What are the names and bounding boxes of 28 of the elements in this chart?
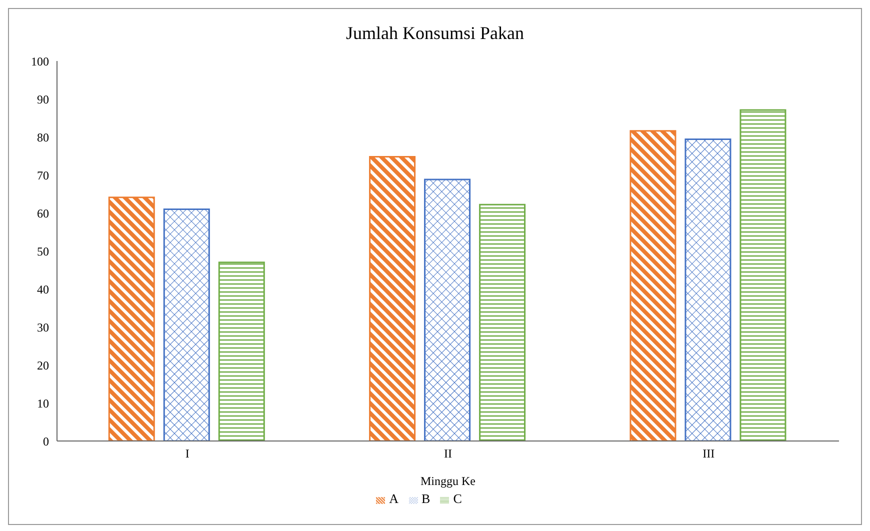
y-tick-label: 10: [37, 396, 49, 410]
bar: [369, 156, 416, 441]
y-tick-label: 20: [37, 358, 49, 372]
legend-label: A: [389, 491, 399, 506]
bar: [479, 204, 526, 441]
y-tick-label: 40: [37, 282, 49, 296]
bar: [424, 178, 471, 441]
y-tick-label: 90: [37, 92, 49, 106]
x-tick-label: I: [185, 446, 190, 461]
y-tick-label: 0: [43, 434, 49, 448]
x-tick-label: III: [702, 446, 715, 461]
bar: [740, 109, 786, 441]
bar: [218, 262, 265, 441]
y-tick-label: 100: [31, 54, 49, 68]
y-tick-label: 50: [37, 244, 49, 258]
legend-label: B: [422, 491, 430, 506]
legend-label: C: [453, 491, 462, 506]
bar: [163, 208, 210, 441]
y-tick-label: 60: [37, 206, 49, 220]
bar: [684, 138, 732, 441]
bar: [108, 196, 155, 441]
chart-title: Jumlah Konsumsi Pakan: [345, 23, 525, 45]
x-tick-label: II: [444, 446, 452, 461]
y-tick-label: 70: [37, 168, 49, 182]
bar: [630, 130, 676, 441]
x-axis-title: Minggu Ke: [420, 474, 476, 488]
y-tick-label: 30: [37, 320, 49, 334]
y-tick-label: 80: [37, 130, 49, 144]
